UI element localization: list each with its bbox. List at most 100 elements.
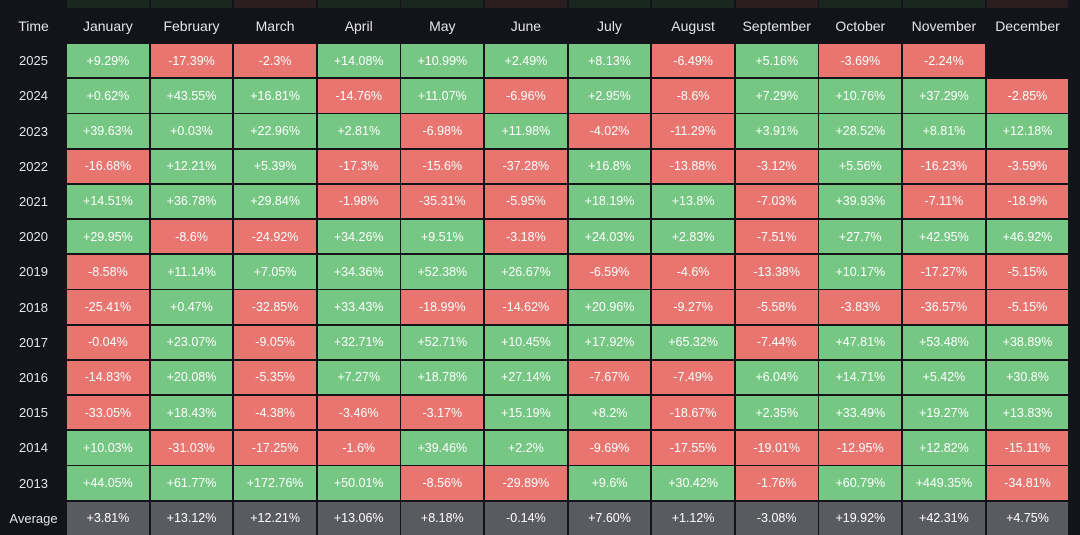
heatmap-cell: +19.27% (903, 396, 985, 430)
heatmap-cell: +61.77% (150, 466, 233, 500)
top-strip (401, 0, 484, 8)
heatmap-cell: -17.27% (903, 255, 985, 289)
corner-label: Time (18, 18, 49, 34)
heatmap-cell: +47.81% (819, 325, 902, 359)
heatmap-cell: -19.01% (735, 431, 818, 465)
heatmap-cell: +39.46% (401, 431, 484, 465)
row-label: 2016 (19, 369, 48, 385)
heatmap-cell: +39.93% (819, 184, 902, 219)
row-label: 2018 (19, 299, 48, 315)
heatmap-cell: +8.2% (568, 396, 651, 430)
heatmap-cell: -2.85% (986, 79, 1069, 113)
heatmap-cell: +14.51% (67, 184, 149, 219)
heatmap-cell: -8.58% (67, 255, 149, 289)
heatmap-cell: -14.76% (317, 79, 400, 113)
average-cell: +13.12% (150, 501, 233, 535)
heatmap-cell: +60.79% (819, 466, 902, 500)
heatmap-cell: +16.8% (568, 149, 651, 183)
heatmap-cell: +0.62% (67, 79, 149, 113)
heatmap-cell: +5.39% (234, 149, 316, 183)
heatmap-cell: -5.35% (234, 360, 316, 395)
heatmap-cell: +22.96% (234, 114, 316, 148)
heatmap-cell: +2.2% (485, 431, 567, 465)
row-label: 2017 (19, 334, 48, 350)
heatmap-cell: +8.81% (903, 114, 985, 148)
top-strip (652, 0, 734, 8)
heatmap-cell: +43.55% (150, 79, 233, 113)
heatmap-cell: +12.18% (986, 114, 1069, 148)
heatmap-cell: -16.68% (67, 149, 149, 183)
average-cell: +3.81% (67, 501, 149, 535)
heatmap-cell: -7.44% (735, 325, 818, 359)
heatmap-cell: -24.92% (234, 220, 316, 254)
heatmap-cell: +13.83% (986, 396, 1069, 430)
heatmap-cell: +27.14% (485, 360, 567, 395)
heatmap-cell: +7.27% (317, 360, 400, 395)
heatmap-cell: -7.51% (735, 220, 818, 254)
heatmap-cell: +34.26% (317, 220, 400, 254)
heatmap-cell: +16.81% (234, 79, 316, 113)
column-header: September (742, 18, 811, 34)
heatmap-cell: +172.76% (234, 466, 316, 500)
column-header: March (255, 18, 295, 34)
heatmap-cell: +33.43% (317, 290, 400, 324)
average-cell: +4.75% (986, 501, 1069, 535)
column-header: February (163, 18, 220, 34)
heatmap-cell: +24.03% (568, 220, 651, 254)
heatmap-cell: +46.92% (986, 220, 1069, 254)
heatmap-cell: -13.88% (652, 149, 734, 183)
heatmap-cell: +44.05% (67, 466, 149, 500)
average-cell: +12.21% (234, 501, 316, 535)
row-label: 2023 (19, 123, 48, 139)
row-label: 2019 (19, 264, 48, 280)
heatmap-cell: -3.69% (819, 44, 902, 78)
heatmap-cell: -8.56% (401, 466, 484, 500)
heatmap-cell: -34.81% (986, 466, 1069, 500)
heatmap-cell: +0.47% (150, 290, 233, 324)
heatmap-cell: +2.49% (485, 44, 567, 78)
heatmap-cell: -33.05% (67, 396, 149, 430)
heatmap-cell: -2.3% (234, 44, 316, 78)
row-label: Average (9, 510, 58, 526)
heatmap-cell: +12.82% (903, 431, 985, 465)
heatmap-cell: -8.6% (652, 79, 734, 113)
top-strip (903, 0, 985, 8)
column-header: April (344, 18, 373, 34)
heatmap-cell: +5.16% (735, 44, 818, 78)
heatmap-cell: +2.35% (735, 396, 818, 430)
heatmap-cell: -4.38% (234, 396, 316, 430)
heatmap-cell: +2.95% (568, 79, 651, 113)
heatmap-cell: +2.81% (317, 114, 400, 148)
heatmap-cell: +27.7% (819, 220, 902, 254)
heatmap-cell: +20.08% (150, 360, 233, 395)
heatmap-cell: -17.39% (150, 44, 233, 78)
heatmap-cell: +12.21% (150, 149, 233, 183)
heatmap-cell: +29.95% (67, 220, 149, 254)
heatmap-cell: +28.52% (819, 114, 902, 148)
row-label: 2014 (19, 440, 48, 456)
heatmap-cell: +10.03% (67, 431, 149, 465)
heatmap-cell: -12.95% (819, 431, 902, 465)
heatmap-cell: +7.05% (234, 255, 316, 289)
heatmap-cell: -1.98% (317, 184, 400, 219)
heatmap-cell: +14.71% (819, 360, 902, 395)
row-label: 2015 (19, 405, 48, 421)
row-label: 2020 (19, 229, 48, 245)
heatmap-cell: +33.49% (819, 396, 902, 430)
column-header: May (429, 18, 456, 34)
column-header: November (911, 18, 977, 34)
heatmap-cell: -9.27% (652, 290, 734, 324)
heatmap-cell: -15.11% (986, 431, 1069, 465)
heatmap-cell: +65.32% (652, 325, 734, 359)
heatmap-cell: -9.69% (568, 431, 651, 465)
heatmap-cell: -5.15% (986, 255, 1069, 289)
heatmap-cell: -17.55% (652, 431, 734, 465)
heatmap-cell: +18.78% (401, 360, 484, 395)
heatmap-cell: -4.02% (568, 114, 651, 148)
heatmap-cell: -17.25% (234, 431, 316, 465)
column-header: October (835, 18, 886, 34)
heatmap-cell: +20.96% (568, 290, 651, 324)
top-strip (568, 0, 651, 8)
heatmap-cell: -15.6% (401, 149, 484, 183)
